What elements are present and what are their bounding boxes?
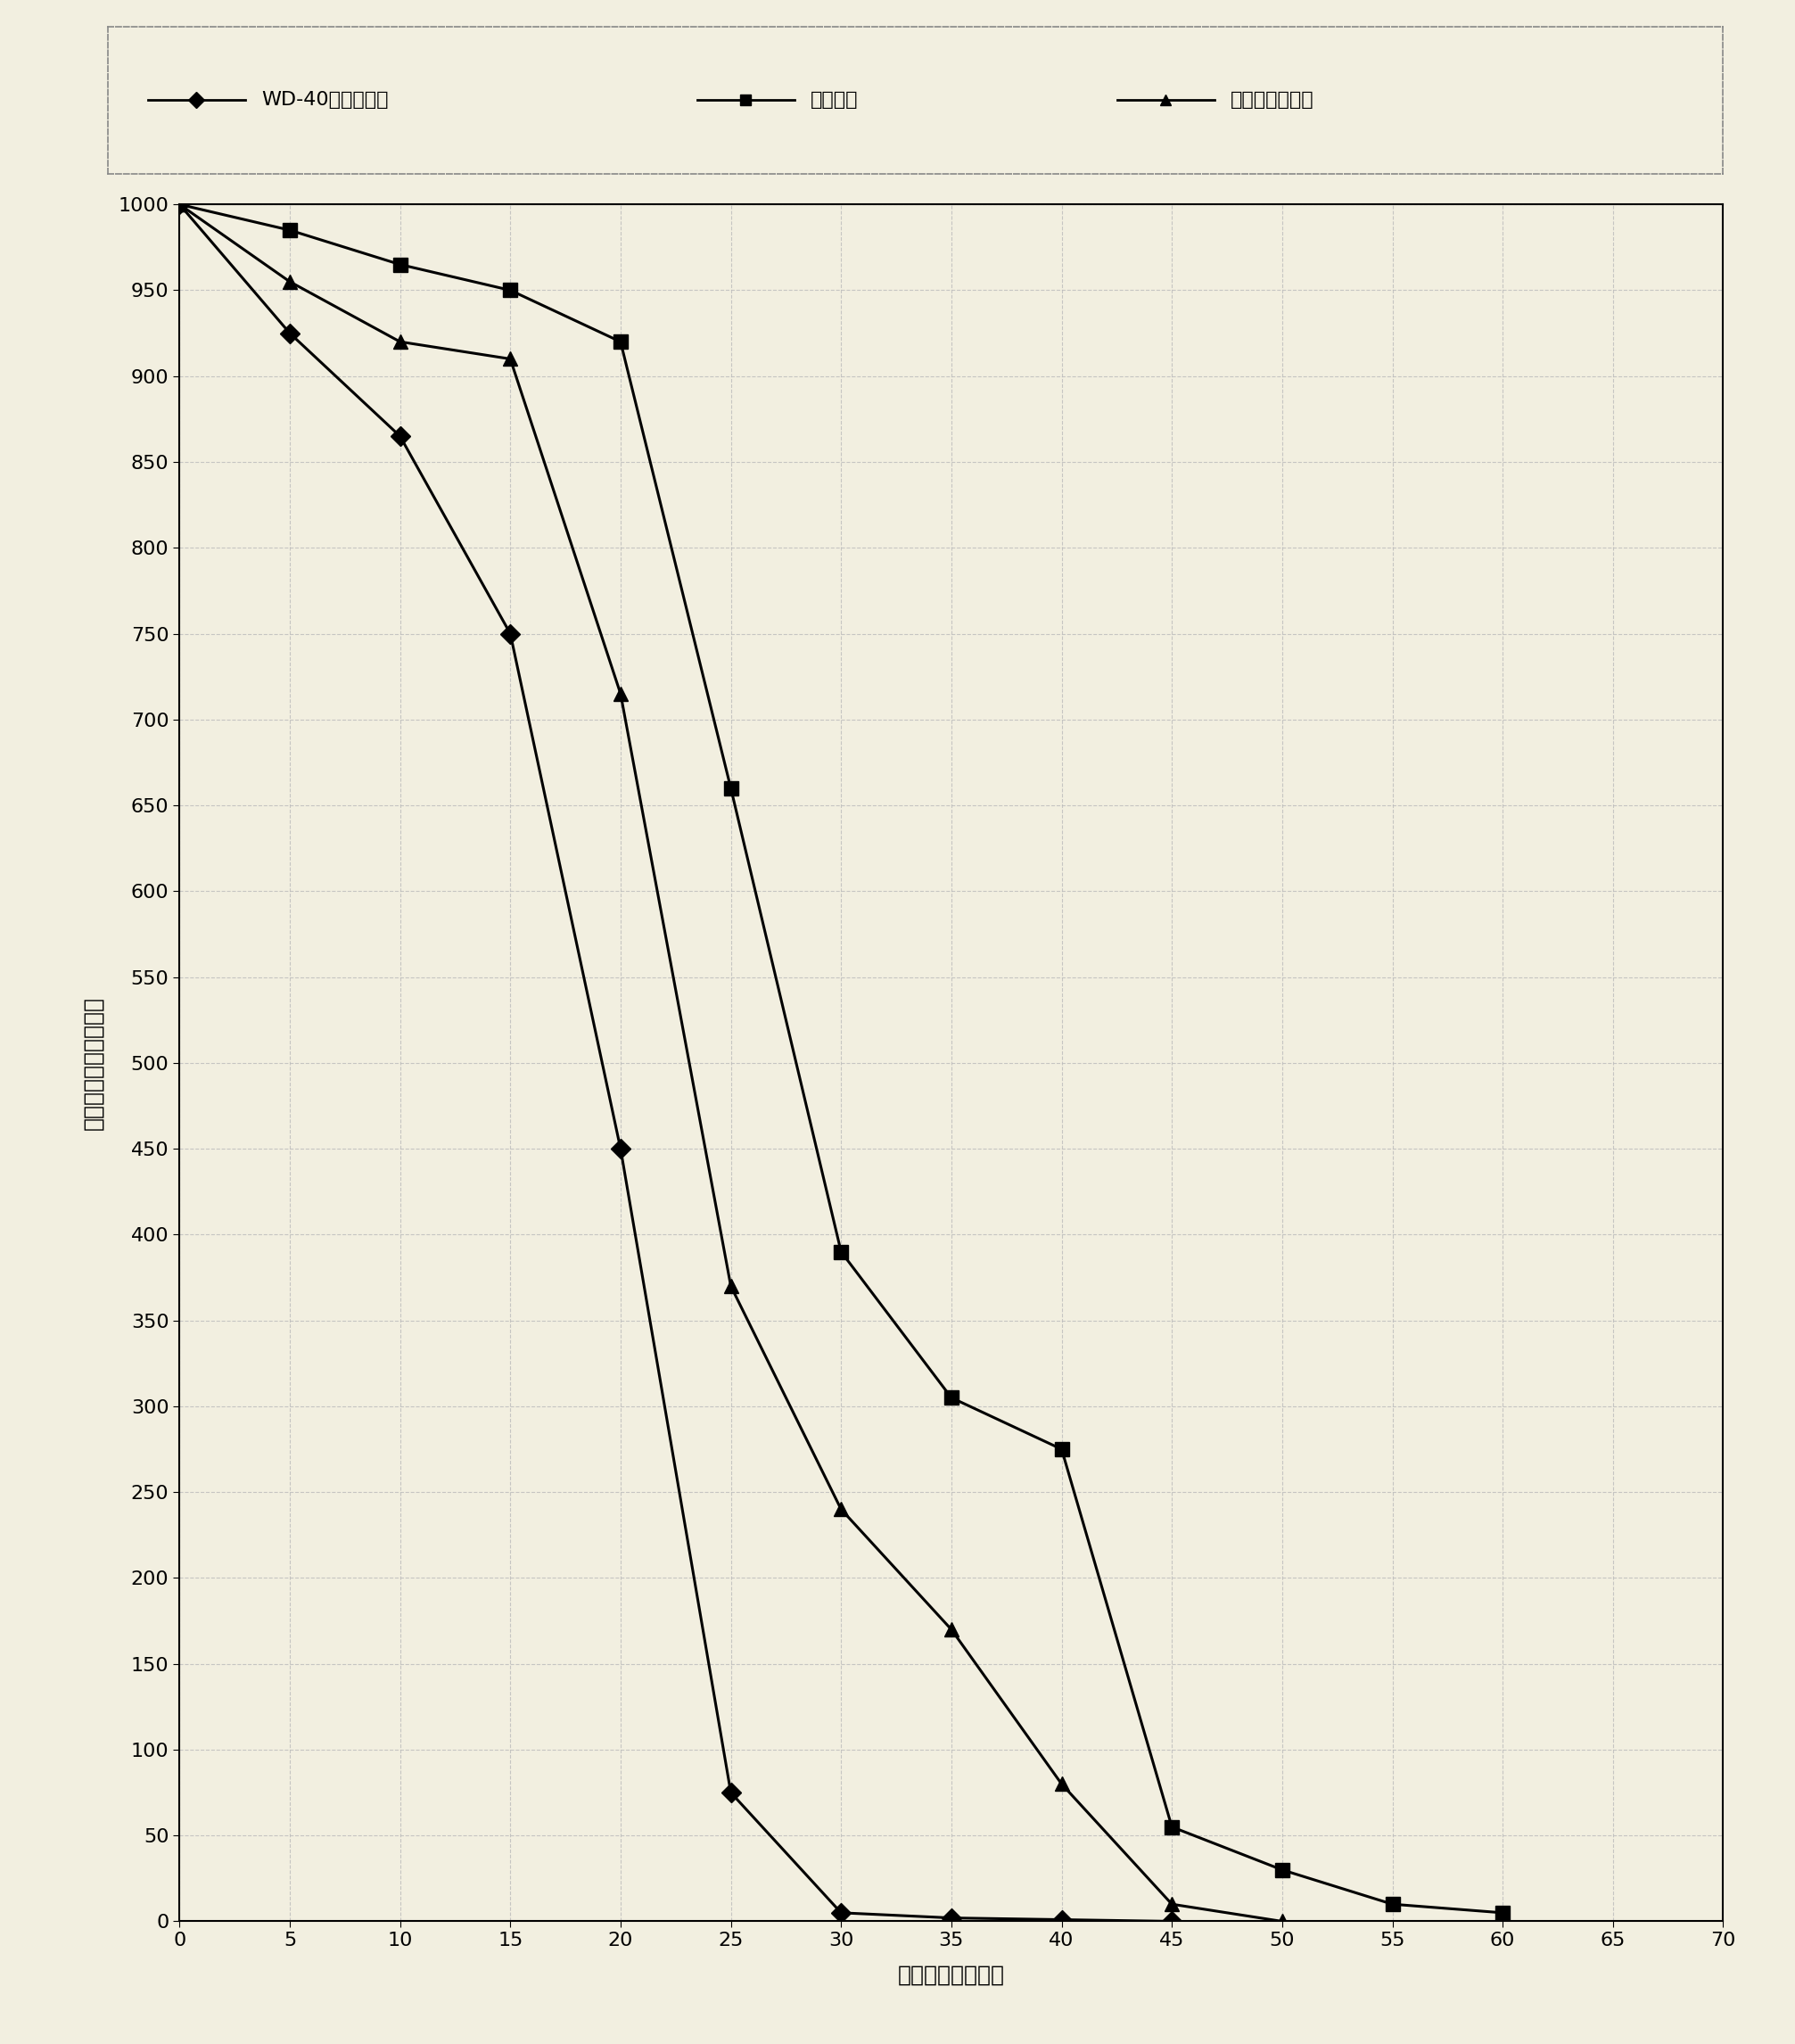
Text: 特纯冷湫橄榄油: 特纯冷湫橄榄油 (1231, 92, 1314, 108)
Text: WD-40防锈润滑油: WD-40防锈润滑油 (262, 92, 388, 108)
Text: 精制牛油: 精制牛油 (811, 92, 858, 108)
X-axis label: 处理时间（分钟）: 处理时间（分钟） (898, 1964, 1005, 1987)
Y-axis label: 油脂浓度（毫克／升）: 油脂浓度（毫克／升） (83, 995, 104, 1130)
